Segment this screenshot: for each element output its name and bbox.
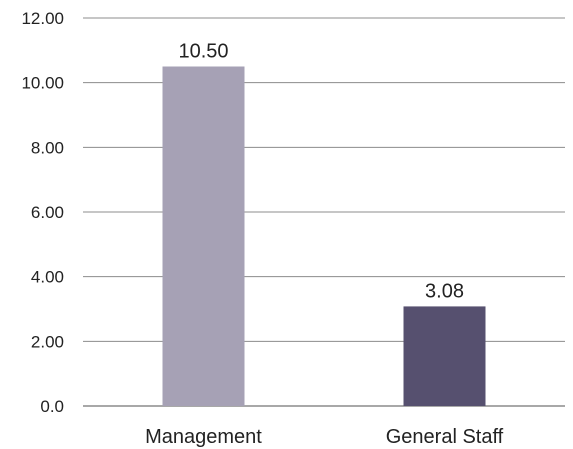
y-tick-label: 10.00 [21,74,64,93]
y-tick-label: 0.0 [40,397,64,416]
y-tick-label: 6.00 [31,203,64,222]
bar-management [162,66,245,406]
data-labels: 10.50 3.08 [178,41,464,303]
bars [162,66,486,406]
y-axis-tick-labels: 0.0 2.00 4.00 6.00 8.00 10.00 12.00 [21,9,64,416]
gridlines [83,17,565,407]
y-tick-label: 2.00 [31,332,64,351]
y-tick-label: 8.00 [31,138,64,157]
category-label: Management [145,426,262,448]
x-axis-category-labels: Management General Staff [145,426,504,448]
y-tick-label: 12.00 [21,9,64,28]
data-label: 3.08 [425,280,464,302]
y-tick-label: 4.00 [31,268,64,287]
data-label: 10.50 [178,41,228,63]
category-label: General Staff [386,426,504,448]
bar-general-staff [403,306,486,406]
